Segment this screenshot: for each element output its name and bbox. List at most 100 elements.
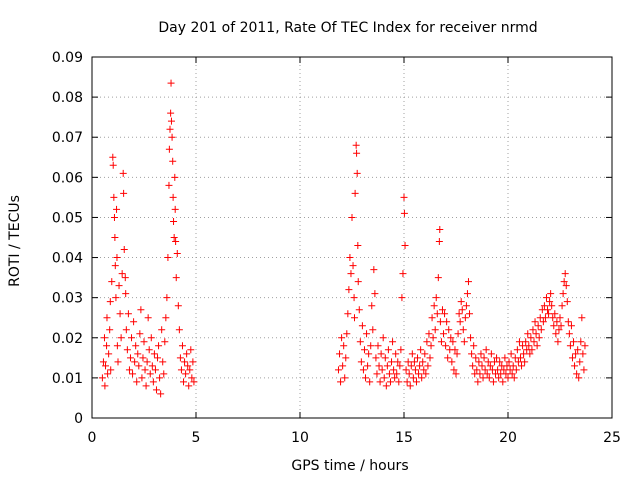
data-point bbox=[552, 330, 560, 338]
data-point bbox=[111, 234, 119, 241]
data-point bbox=[146, 370, 154, 378]
data-point bbox=[381, 354, 389, 362]
data-point bbox=[363, 330, 371, 338]
data-point bbox=[346, 254, 354, 262]
data-point bbox=[561, 270, 569, 278]
data-point bbox=[487, 350, 495, 358]
data-point bbox=[378, 366, 386, 374]
data-point bbox=[340, 342, 348, 350]
data-point bbox=[410, 358, 418, 366]
data-point bbox=[427, 342, 435, 350]
data-point bbox=[171, 205, 179, 213]
data-point bbox=[110, 213, 118, 221]
data-point bbox=[526, 350, 534, 358]
data-point bbox=[473, 366, 481, 374]
data-point bbox=[350, 314, 358, 322]
data-point bbox=[460, 338, 468, 346]
data-point bbox=[149, 378, 157, 386]
data-point bbox=[342, 354, 350, 362]
data-point bbox=[139, 354, 147, 362]
data-point bbox=[437, 338, 445, 346]
data-point bbox=[537, 326, 545, 334]
data-point bbox=[396, 362, 404, 370]
data-point bbox=[535, 334, 543, 342]
data-point bbox=[520, 350, 528, 358]
data-point bbox=[539, 318, 547, 326]
data-point bbox=[479, 374, 487, 382]
data-point bbox=[383, 362, 391, 370]
data-point bbox=[545, 310, 553, 318]
data-point bbox=[165, 145, 173, 153]
data-point bbox=[562, 282, 570, 290]
data-point bbox=[355, 306, 363, 314]
data-point bbox=[468, 350, 476, 358]
data-point bbox=[416, 362, 424, 370]
data-point bbox=[159, 358, 167, 366]
data-point bbox=[98, 374, 106, 382]
data-point bbox=[120, 189, 128, 197]
data-point bbox=[145, 346, 153, 354]
data-point bbox=[571, 362, 579, 370]
data-point bbox=[423, 338, 431, 346]
data-point bbox=[102, 362, 110, 370]
data-point bbox=[142, 382, 150, 390]
data-point bbox=[185, 382, 193, 390]
data-point bbox=[449, 338, 457, 346]
data-point bbox=[118, 270, 126, 278]
data-point bbox=[116, 310, 124, 318]
data-point bbox=[372, 354, 380, 362]
data-point bbox=[461, 314, 469, 322]
data-point bbox=[485, 374, 493, 382]
data-point bbox=[350, 294, 358, 302]
data-point bbox=[157, 390, 165, 398]
data-point bbox=[117, 334, 125, 342]
data-point bbox=[353, 149, 361, 157]
data-point bbox=[386, 378, 394, 386]
data-point bbox=[389, 338, 397, 346]
data-point bbox=[454, 330, 462, 338]
data-point bbox=[429, 334, 437, 342]
data-point bbox=[572, 350, 580, 358]
data-point bbox=[174, 302, 182, 310]
data-point bbox=[108, 278, 116, 286]
data-point bbox=[101, 382, 109, 390]
data-point bbox=[124, 310, 132, 318]
data-point bbox=[143, 358, 151, 366]
data-point bbox=[414, 354, 422, 362]
data-point bbox=[574, 346, 582, 354]
data-point bbox=[352, 141, 360, 149]
data-point bbox=[351, 189, 359, 197]
data-point bbox=[494, 366, 502, 374]
data-point bbox=[500, 366, 508, 374]
data-point bbox=[184, 362, 192, 370]
data-point bbox=[558, 302, 566, 310]
data-point bbox=[169, 157, 177, 165]
data-point bbox=[512, 366, 520, 374]
data-point bbox=[103, 342, 111, 350]
data-point bbox=[401, 242, 409, 250]
data-point bbox=[499, 378, 507, 386]
data-point bbox=[136, 330, 144, 338]
data-point bbox=[450, 366, 458, 374]
data-point bbox=[369, 326, 377, 334]
data-point bbox=[113, 342, 121, 350]
data-point bbox=[133, 378, 141, 386]
data-point bbox=[167, 109, 175, 117]
data-point bbox=[167, 79, 175, 87]
data-point bbox=[140, 338, 148, 346]
data-point bbox=[480, 354, 488, 362]
data-point bbox=[384, 346, 392, 354]
data-point bbox=[579, 350, 587, 358]
data-point bbox=[426, 354, 434, 362]
data-point bbox=[380, 374, 388, 382]
data-point bbox=[549, 314, 557, 322]
data-point bbox=[183, 350, 191, 358]
data-point bbox=[106, 298, 114, 306]
data-point bbox=[169, 193, 177, 201]
data-point bbox=[349, 262, 357, 270]
data-point bbox=[391, 374, 399, 382]
data-point bbox=[553, 318, 561, 326]
data-point bbox=[421, 350, 429, 358]
data-point bbox=[166, 125, 174, 133]
data-point bbox=[495, 374, 503, 382]
